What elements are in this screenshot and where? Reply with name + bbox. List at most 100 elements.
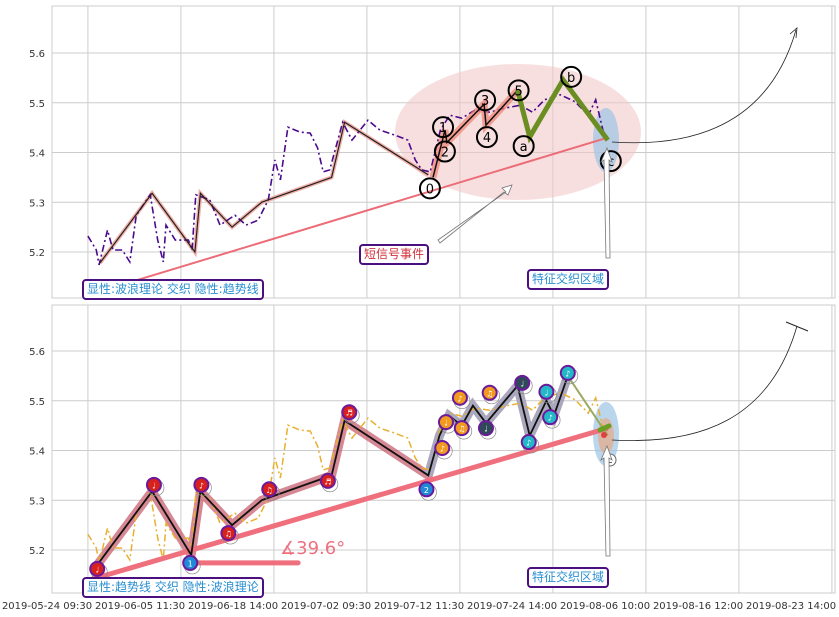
bottom-legend-box: 显性:趋势线 交织 隐性:波浪理论 [82,577,264,598]
wave-marker [453,420,470,437]
red-dot [601,432,607,438]
marker-glyph: ♩ [444,419,448,428]
wave-marker [89,560,106,577]
wave-label: 4 [483,131,491,146]
wave-label-circle [512,135,535,158]
end-label: c [608,456,613,466]
wave-label: 1 [439,121,447,136]
top-legend-box: 显性:波浪理论 交织 隐性:趋势线 [82,279,264,300]
y-tick-label: 5.3 [29,496,45,507]
wave-label: 5 [514,84,522,99]
marker-glyph: ♫ [225,530,232,539]
y-tick-label: 5.6 [29,49,45,60]
wave-label-circle [433,140,456,163]
zone-arrow-icon [600,444,613,557]
wave-marker [434,440,451,457]
wave-marker [437,414,454,431]
wave-marker [182,554,199,571]
y-tick-label: 5.4 [29,447,45,458]
x-tick-label: 2019-08-23 14:00 [746,601,836,612]
marker-glyph: ♬ [324,477,331,486]
wave-marker [477,420,494,437]
projection-curve [611,325,798,441]
marker-glyph: ♫ [458,425,465,434]
x-tick-label: 2019-07-24 14:00 [467,601,557,612]
marker-glyph: ♬ [346,409,353,418]
marker-glyph: ♫ [266,486,273,495]
wave-marker [145,476,162,493]
marker-glyph: ♪ [440,445,445,454]
angle-label: ∡39.6° [280,538,346,559]
wave-marker [538,383,555,400]
projection-curve [611,29,797,144]
y-tick-label: 5.2 [29,546,45,557]
marker-glyph: ♫ [486,389,493,398]
wave-label-circle [507,79,530,102]
marker-glyph: ♩ [152,481,156,490]
marker-glyph: 2 [424,486,429,495]
bottom-zone-label: 特征交织区域 [527,567,610,588]
marker-glyph: ♩ [545,388,549,397]
wave-label: a [520,140,528,155]
signal-event-label: 短信号事件 [359,244,430,265]
wave-label: c [607,155,614,170]
wave-label: 0 [426,182,434,197]
wave-label: 3 [481,94,489,109]
price-line [87,391,605,564]
marker-glyph: ♩ [484,425,488,434]
x-tick-label: 2019-06-18 14:00 [188,601,278,612]
trendline [114,136,609,288]
marker-glyph: ♪ [548,414,553,423]
y-tick-label: 5.3 [29,198,45,209]
wave-label: 2 [441,146,449,161]
arrow-head-icon [789,27,798,39]
marker-glyph: 1 [188,559,193,568]
green-marker [597,423,612,433]
x-tick-label: 2019-08-06 10:00 [560,601,650,612]
wave-marker [193,476,210,493]
marker-glyph: ♩ [520,379,524,388]
wave-marker [220,525,237,542]
marker-glyph: ♩ [95,565,99,574]
wave-label-circle [474,89,497,112]
wave-label-circle [418,177,441,200]
marker-glyph: ♪ [457,394,462,403]
wave-marker [418,481,435,498]
wave-label-circle [432,116,455,139]
wave-marker [451,389,468,406]
x-tick-label: 2019-05-24 09:30 [2,601,92,612]
wave-marker [261,481,278,498]
wave-marker [481,384,498,401]
marker-glyph: ♪ [565,369,570,378]
wave-label-circle [560,65,583,88]
x-tick-label: 2019-08-16 12:00 [653,601,743,612]
wave-marker [319,472,336,489]
wave-marker [341,404,358,421]
tail-line [566,375,609,437]
wave-marker [520,434,537,451]
marker-glyph: ♪ [526,439,531,448]
y-tick-label: 5.2 [29,248,45,259]
projection-end-bar [785,321,809,332]
wave-label-circle [475,126,498,149]
marker-glyph: ♪ [199,481,204,490]
x-tick-label: 2019-07-02 09:30 [281,601,371,612]
signal-arrow-icon [437,184,513,244]
wave-label: b [567,71,575,86]
wave-label-circle [599,150,622,173]
zone-arrow-icon [600,146,613,259]
top-zone-label: 特征交织区域 [527,269,610,290]
x-tick-label: 2019-06-05 11:30 [95,601,185,612]
trendline [89,425,609,583]
y-tick-label: 5.5 [29,99,45,110]
wave-marker [514,374,531,391]
x-tick-label: 2019-07-12 11:30 [374,601,464,612]
wave-marker [559,364,576,381]
correction-wave-line [515,75,610,144]
prior-wave-line [99,121,429,264]
y-tick-label: 5.5 [29,397,45,408]
y-tick-label: 5.4 [29,149,45,160]
wave-marker [542,409,559,426]
